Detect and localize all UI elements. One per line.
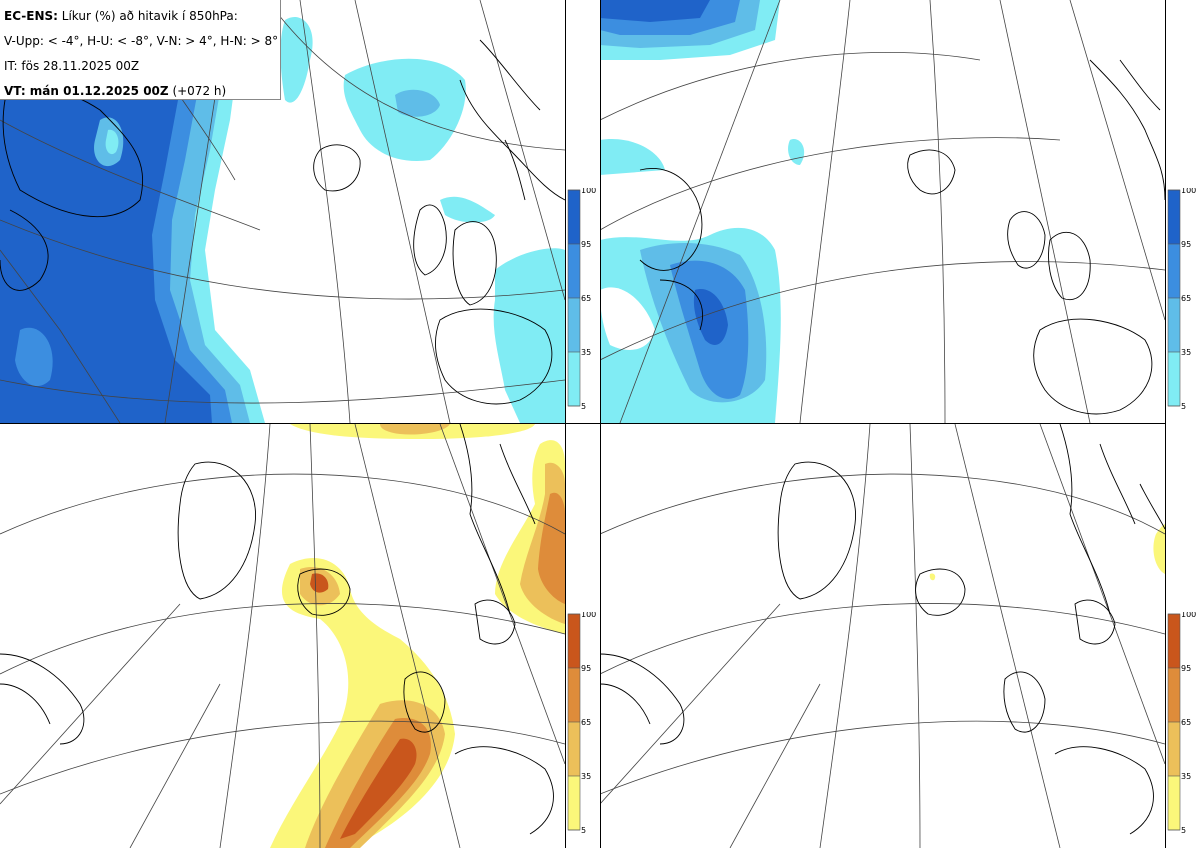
prob-hole-white	[600, 287, 655, 350]
prob-area-95	[340, 738, 417, 839]
coastlines	[639, 59, 1165, 415]
coastlines	[600, 424, 1165, 835]
colorbar-segment	[568, 352, 580, 406]
colorbar-tick-label: 65	[1181, 294, 1191, 303]
colorbar-orange-bottom-right: 100 95 65 35 5	[1167, 612, 1196, 834]
colorbar-blue-top-left: 100 95 65 35 5	[567, 188, 596, 410]
colorbar-segment	[568, 668, 580, 722]
coastlines	[0, 424, 554, 835]
colorbar-segment	[1168, 614, 1180, 668]
colorbar-tick-label: 65	[581, 718, 591, 727]
colorbar-tick-label: 100	[581, 188, 596, 195]
prob-hole	[15, 327, 53, 387]
colorbar-tick-label: 65	[1181, 718, 1191, 727]
colorbar-blue-top-right: 100 95 65 35 5	[1167, 188, 1196, 410]
colorbar-segment	[1168, 244, 1180, 298]
colorbar-segment	[568, 244, 580, 298]
map-panel-bottom-left	[0, 424, 565, 848]
colorbar-tick-label: 35	[1181, 772, 1191, 781]
valid-time-text: VT: mán 01.12.2025 00Z	[4, 84, 169, 98]
colorbar-tick-label: 100	[1181, 188, 1196, 195]
colorbar-tick-label: 95	[581, 664, 591, 673]
map-cold-4	[0, 0, 565, 423]
colorbar-segment	[568, 614, 580, 668]
graticule	[600, 424, 1165, 848]
colorbar-tick-label: 35	[1181, 348, 1191, 357]
map-warm-4	[0, 424, 565, 848]
colorbar-tick-label: 100	[1181, 612, 1196, 619]
prob-hole	[105, 129, 119, 155]
thresholds-text: V-Upp: < -4°, H-U: < -8°, V-N: > 4°, H-N…	[4, 34, 279, 48]
panel-border-top-left	[565, 0, 566, 848]
map-panel-bottom-right	[600, 424, 1165, 848]
colorbar-segment	[1168, 776, 1180, 830]
prob-area-5	[788, 139, 805, 165]
prob-area-5	[600, 139, 665, 175]
info-box: EC-ENS: Líkur (%) að hitavik í 850hPa: V…	[0, 0, 281, 100]
map-panel-top-right	[600, 0, 1165, 423]
map-cold-8	[600, 0, 1165, 423]
map-panel-top-left: EC-ENS: Líkur (%) að hitavik í 850hPa: V…	[0, 0, 565, 423]
colorbar-segment	[568, 190, 580, 244]
map-warm-8	[600, 424, 1165, 848]
colorbar-segment	[1168, 722, 1180, 776]
colorbar-tick-label: 35	[581, 348, 591, 357]
colorbar-segment	[568, 776, 580, 830]
prob-area-65	[538, 492, 565, 604]
colorbar-tick-label: 5	[1181, 402, 1186, 410]
colorbar-segment	[1168, 668, 1180, 722]
colorbar-tick-label: 35	[581, 772, 591, 781]
colorbar-tick-label: 5	[1181, 826, 1186, 834]
colorbar-orange-bottom-left: 100 95 65 35 5	[567, 612, 596, 834]
prob-area-35	[380, 424, 450, 435]
colorbar-tick-label: 95	[1181, 240, 1191, 249]
colorbar-tick-label: 95	[581, 240, 591, 249]
prob-area-95	[693, 289, 728, 345]
graticule	[600, 0, 1165, 423]
prob-area-35	[395, 89, 440, 117]
colorbar-segment	[1168, 298, 1180, 352]
prob-area-5	[929, 573, 936, 581]
colorbar-segment	[568, 298, 580, 352]
title-text: Líkur (%) að hitavik í 850hPa:	[61, 9, 238, 23]
graticule	[0, 424, 565, 848]
panel-divider-horizontal	[0, 423, 1165, 424]
colorbar-tick-label: 100	[581, 612, 596, 619]
panel-border-top-right	[600, 0, 601, 848]
prob-area-5	[1153, 524, 1165, 574]
model-label: EC-ENS:	[4, 9, 58, 23]
prob-area-5	[493, 248, 565, 423]
valid-offset-text: (+072 h)	[172, 84, 227, 98]
colorbar-segment	[568, 722, 580, 776]
init-time-text: IT: fös 28.11.2025 00Z	[4, 59, 140, 73]
prob-area-95	[0, 0, 212, 423]
prob-area-95	[600, 0, 710, 22]
colorbar-tick-label: 65	[581, 294, 591, 303]
colorbar-segment	[1168, 190, 1180, 244]
colorbar-tick-label: 95	[1181, 664, 1191, 673]
colorbar-tick-label: 5	[581, 826, 586, 834]
prob-area-5	[280, 16, 313, 103]
colorbar-tick-label: 5	[581, 402, 586, 410]
coastlines	[0, 39, 565, 405]
panel-border-right	[1165, 0, 1166, 848]
prob-area-5	[440, 196, 495, 223]
colorbar-segment	[1168, 352, 1180, 406]
prob-area-95	[310, 573, 329, 593]
